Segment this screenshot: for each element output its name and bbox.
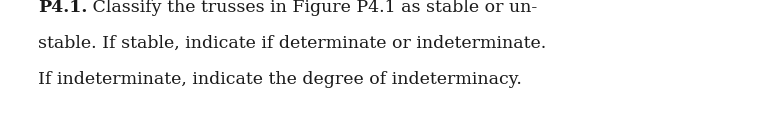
Text: P4.1.: P4.1. — [38, 0, 88, 16]
Text: stable. If stable, indicate if determinate or indeterminate.: stable. If stable, indicate if determina… — [38, 35, 546, 52]
Text: Classify the trusses in Figure P4.1 as stable or un-: Classify the trusses in Figure P4.1 as s… — [88, 0, 538, 16]
Text: If indeterminate, indicate the degree of indeterminacy.: If indeterminate, indicate the degree of… — [38, 71, 522, 88]
